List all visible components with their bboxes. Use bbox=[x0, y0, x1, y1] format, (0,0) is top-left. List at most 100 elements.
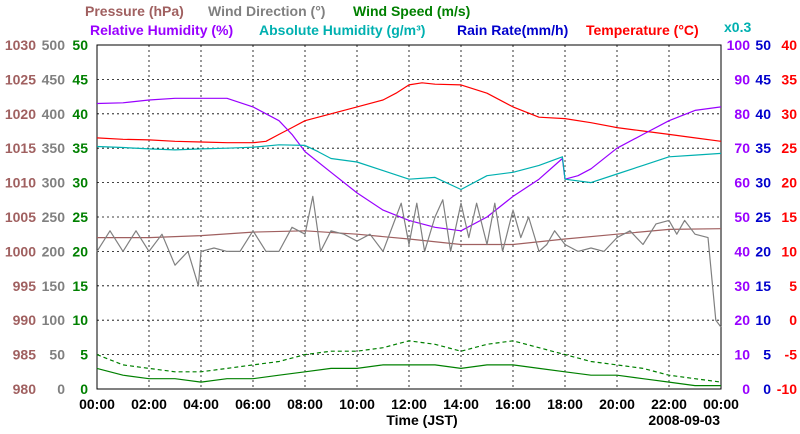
y-tick-label-wind-direction: 150 bbox=[42, 278, 66, 294]
y-tick-label-wind-speed: 5 bbox=[80, 347, 88, 363]
x-tick-label: 00:00 bbox=[703, 396, 739, 412]
x-tick-label: 20:00 bbox=[599, 396, 635, 412]
series-wind-direction bbox=[96, 195, 722, 328]
series-wind-speed-gust bbox=[96, 340, 722, 383]
y-tick-label-relative-humidity: 50 bbox=[734, 209, 750, 225]
y-tick-label-pressure: 1030 bbox=[5, 37, 36, 53]
x-tick-label: 06:00 bbox=[235, 396, 271, 412]
legend-entry: Wind Direction (°) bbox=[208, 3, 325, 19]
y-tick-label-wind-direction: 250 bbox=[42, 209, 66, 225]
y-tick-label-pressure: 1025 bbox=[5, 71, 36, 87]
series-relative-humidity bbox=[96, 97, 722, 232]
y-tick-label-temperature: 15 bbox=[781, 209, 797, 225]
x-tick-label: 16:00 bbox=[495, 396, 531, 412]
x-axis-label: Time (JST) bbox=[386, 412, 457, 428]
y-tick-label-wind-direction: 400 bbox=[42, 106, 66, 122]
y-tick-label-relative-humidity: 70 bbox=[734, 140, 750, 156]
x-axis: 00:00 02:00 04:00 06:00 08:00 10:00 12:00 14:00… bbox=[79, 396, 739, 412]
right-axes: 1009080706050403020100504540353025201510… bbox=[727, 37, 798, 397]
legend: Pressure (hPa) Wind Direction (°) Wind Spe… bbox=[85, 3, 751, 38]
y-tick-label-temperature: 0 bbox=[789, 312, 797, 328]
y-tick-label-pressure: 1010 bbox=[5, 175, 36, 191]
series-pressure-hpa bbox=[97, 228, 722, 246]
y-tick-label-relative-humidity: 90 bbox=[734, 71, 750, 87]
x-tick-label: 18:00 bbox=[547, 396, 583, 412]
legend-entry: Temperature (°C) bbox=[586, 22, 699, 38]
y-tick-label-pressure: 995 bbox=[13, 278, 37, 294]
y-tick-label-temperature: 10 bbox=[781, 243, 797, 259]
x-tick-label: 12:00 bbox=[391, 396, 427, 412]
legend-entry: Relative Humidity (%) bbox=[90, 22, 233, 38]
legend-entry: Rain Rate(mm/h) bbox=[457, 22, 568, 38]
y-tick-label-rain-rate: 0 bbox=[763, 381, 771, 397]
y-tick-label-relative-humidity: 80 bbox=[734, 106, 750, 122]
y-tick-label-relative-humidity: 20 bbox=[734, 312, 750, 328]
y-tick-label-wind-speed: 45 bbox=[72, 71, 88, 87]
y-tick-label-temperature: 40 bbox=[781, 37, 797, 53]
y-tick-label-rain-rate: 15 bbox=[755, 278, 771, 294]
y-tick-label-pressure: 985 bbox=[13, 347, 37, 363]
y-tick-label-wind-speed: 40 bbox=[72, 106, 88, 122]
y-tick-label-pressure: 1005 bbox=[5, 209, 36, 225]
legend-entry: Absolute Humidity (g/m³) bbox=[259, 22, 425, 38]
y-tick-label-rain-rate: 35 bbox=[755, 140, 771, 156]
y-tick-label-rain-rate: 50 bbox=[755, 37, 771, 53]
y-tick-label-temperature: -5 bbox=[785, 347, 798, 363]
y-tick-label-wind-direction: 300 bbox=[42, 175, 66, 191]
y-tick-label-relative-humidity: 30 bbox=[734, 278, 750, 294]
y-tick-label-wind-speed: 15 bbox=[72, 278, 88, 294]
y-tick-label-relative-humidity: 0 bbox=[742, 381, 750, 397]
y-tick-label-relative-humidity: 40 bbox=[734, 243, 750, 259]
y-tick-label-rain-rate: 25 bbox=[755, 209, 771, 225]
series-temperature-c bbox=[96, 82, 722, 144]
y-tick-label-rain-rate: 30 bbox=[755, 175, 771, 191]
y-tick-label-temperature: 25 bbox=[781, 140, 797, 156]
y-tick-label-rain-rate: 10 bbox=[755, 312, 771, 328]
y-tick-label-wind-direction: 350 bbox=[42, 140, 66, 156]
y-tick-label-relative-humidity: 100 bbox=[727, 37, 751, 53]
x-tick-label: 14:00 bbox=[443, 396, 479, 412]
y-tick-label-wind-speed: 0 bbox=[80, 381, 88, 397]
legend-entry: Wind Speed (m/s) bbox=[353, 3, 470, 19]
y-tick-label-rain-rate: 5 bbox=[763, 347, 771, 363]
x-tick-label: 00:00 bbox=[79, 396, 115, 412]
date-label: 2008-09-03 bbox=[648, 412, 720, 428]
y-tick-label-temperature: 5 bbox=[789, 278, 797, 294]
series-layer bbox=[96, 82, 722, 387]
y-tick-label-wind-direction: 450 bbox=[42, 71, 66, 87]
y-tick-label-wind-speed: 20 bbox=[72, 243, 88, 259]
y-tick-label-temperature: 20 bbox=[781, 175, 797, 191]
y-tick-label-wind-speed: 10 bbox=[72, 312, 88, 328]
y-tick-label-wind-direction: 50 bbox=[49, 347, 65, 363]
y-tick-label-temperature: 30 bbox=[781, 106, 797, 122]
y-tick-label-pressure: 990 bbox=[13, 312, 37, 328]
y-tick-label-wind-direction: 500 bbox=[42, 37, 66, 53]
series-wind-speed-m-s bbox=[96, 364, 721, 387]
y-tick-label-wind-speed: 30 bbox=[72, 175, 88, 191]
x-tick-label: 10:00 bbox=[339, 396, 375, 412]
y-tick-label-relative-humidity: 60 bbox=[734, 175, 750, 191]
series-absolute-humidity-g-m bbox=[96, 144, 722, 191]
y-tick-label-rain-rate: 20 bbox=[755, 243, 771, 259]
y-tick-label-relative-humidity: 10 bbox=[734, 347, 750, 363]
y-tick-label-pressure: 1015 bbox=[5, 140, 36, 156]
x-tick-label: 02:00 bbox=[131, 396, 167, 412]
legend-multiplier: x0.3 bbox=[724, 19, 751, 35]
x-tick-label: 08:00 bbox=[287, 396, 323, 412]
y-tick-label-wind-speed: 50 bbox=[72, 37, 88, 53]
x-tick-label: 04:00 bbox=[183, 396, 219, 412]
y-tick-label-rain-rate: 40 bbox=[755, 106, 771, 122]
y-tick-label-wind-direction: 100 bbox=[42, 312, 66, 328]
left-axes: 1030102510201015101010051000995990985980… bbox=[5, 37, 88, 397]
y-tick-label-temperature: 35 bbox=[781, 71, 797, 87]
y-tick-label-pressure: 980 bbox=[13, 381, 37, 397]
y-tick-label-pressure: 1020 bbox=[5, 106, 36, 122]
y-tick-label-wind-direction: 0 bbox=[57, 381, 65, 397]
y-tick-label-rain-rate: 45 bbox=[755, 71, 771, 87]
plot-grid bbox=[97, 45, 721, 389]
legend-entry: Pressure (hPa) bbox=[85, 3, 184, 19]
y-tick-label-temperature: -10 bbox=[777, 381, 797, 397]
y-tick-label-wind-direction: 200 bbox=[42, 243, 66, 259]
plot-frame bbox=[96, 44, 722, 390]
